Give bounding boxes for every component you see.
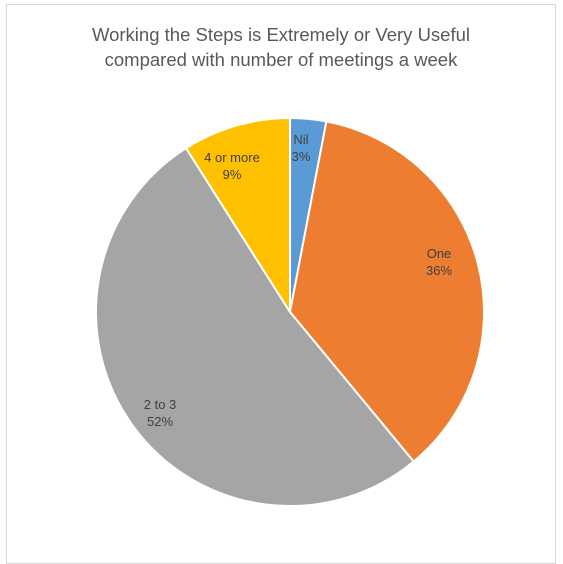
data-label-4-or-more: 4 or more 9% xyxy=(204,150,260,182)
data-label-category: Nil xyxy=(293,132,308,147)
data-label-category: 4 or more xyxy=(204,150,260,165)
pie-slices xyxy=(95,117,485,507)
data-label-percent: 3% xyxy=(292,149,311,164)
pie-slice-one xyxy=(289,120,485,463)
data-label-one: One 36% xyxy=(426,246,452,278)
data-label-category: One xyxy=(427,246,452,261)
chart-title-line-1: Working the Steps is Extremely or Very U… xyxy=(91,24,471,45)
data-label-percent: 9% xyxy=(223,167,242,182)
pie-chart: Nil 3% One 36% 2 to 3 52% 4 or more 9% xyxy=(95,117,485,507)
data-label-nil: Nil 3% xyxy=(292,132,311,164)
data-label-percent: 36% xyxy=(426,263,452,278)
pie-slice-2-to-3 xyxy=(95,147,415,507)
pie-data-labels: Nil 3% One 36% 2 to 3 52% 4 or more 9% xyxy=(144,132,453,429)
data-label-2-to-3: 2 to 3 52% xyxy=(144,397,177,429)
pie-slice-4-or-more xyxy=(185,117,291,313)
chart-title: Working the Steps is Extremely or Very U… xyxy=(6,22,556,72)
data-label-category: 2 to 3 xyxy=(144,397,177,412)
data-label-percent: 52% xyxy=(147,414,173,429)
chart-title-line-2: compared with number of meetings a week xyxy=(104,49,458,70)
